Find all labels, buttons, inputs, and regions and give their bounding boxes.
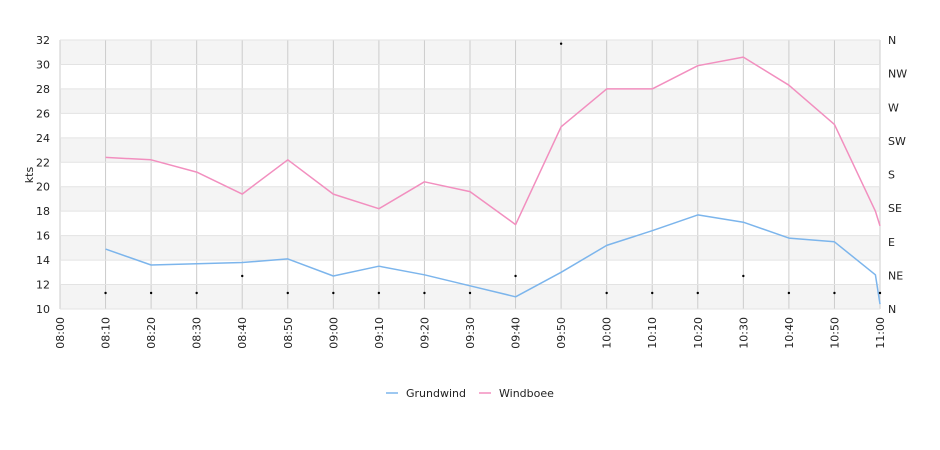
direction-marker — [241, 274, 244, 278]
y-tick-label: 18 — [36, 205, 50, 218]
legend-item-label: Windboee — [499, 387, 554, 400]
x-tick-label: 11:00 — [874, 317, 887, 349]
y-tick-label: 14 — [36, 254, 50, 267]
x-tick-label: 09:00 — [327, 317, 340, 349]
x-tick-label: 09:40 — [510, 317, 523, 349]
direction-marker — [149, 291, 153, 295]
horizontal-gridlines — [60, 39, 880, 310]
direction-marker — [696, 291, 699, 295]
y-tick-label: 26 — [36, 107, 50, 120]
x-tick-label: 08:40 — [236, 317, 249, 349]
y2-tick-label: S — [888, 169, 895, 182]
direction-marker — [742, 274, 745, 278]
y-tick-label: 12 — [36, 279, 50, 292]
y-tick-label: 22 — [36, 156, 50, 169]
x-tick-label: 08:00 — [54, 317, 67, 349]
direction-marker — [332, 291, 335, 295]
y-tick-label: 24 — [36, 132, 50, 145]
direction-marker — [833, 291, 836, 295]
y-axis-label: kts — [23, 167, 36, 184]
legend: Grundwind Windboee — [386, 387, 554, 400]
y2-tick-label: E — [888, 236, 895, 249]
direction-marker — [104, 291, 107, 295]
legend-item-label: Grundwind — [406, 387, 466, 400]
x-tick-label: 10:40 — [783, 317, 796, 349]
direction-markers — [104, 42, 882, 295]
x-tick-label: 09:20 — [418, 317, 431, 349]
direction-marker — [605, 291, 608, 295]
series-line-grundwind — [105, 214, 881, 305]
x-tick-label: 10:20 — [692, 317, 705, 349]
x-tick-label: 10:50 — [828, 317, 841, 349]
y2-tick-label: NW — [888, 68, 907, 81]
y2-tick-label: SW — [888, 135, 906, 148]
x-tick-label: 08:20 — [145, 317, 158, 349]
direction-marker — [559, 42, 563, 45]
direction-marker — [286, 291, 289, 295]
direction-marker — [195, 291, 198, 295]
vertical-gridlines — [59, 40, 881, 309]
x-tick-label: 09:50 — [555, 317, 568, 349]
x-tick-label: 08:50 — [282, 317, 295, 349]
direction-marker — [651, 291, 654, 295]
x-tick-label: 08:10 — [100, 317, 113, 349]
y2-tick-label: N — [888, 34, 896, 47]
x-axis: 08:00 08:10 08:20 08:30 08:40 08:50 09:00 09:10… — [54, 317, 887, 349]
y-axis-right: N NE E SE S SW W NW N — [888, 34, 907, 316]
y-tick-label: 10 — [36, 303, 50, 316]
x-tick-label: 10:00 — [601, 317, 614, 349]
direction-marker — [514, 274, 517, 278]
y-tick-label: 28 — [36, 83, 50, 96]
direction-marker — [423, 291, 426, 295]
direction-marker — [878, 291, 882, 295]
direction-marker — [787, 291, 791, 295]
y-tick-label: 30 — [36, 58, 50, 71]
direction-marker — [468, 291, 472, 295]
x-tick-label: 08:30 — [191, 317, 204, 349]
y2-tick-label: W — [888, 101, 899, 114]
x-tick-label: 09:30 — [464, 317, 477, 349]
y-tick-label: 32 — [36, 34, 50, 47]
series-lines — [105, 56, 881, 305]
y2-tick-label: SE — [888, 202, 902, 215]
y2-tick-label: N — [888, 303, 896, 316]
x-tick-label: 10:10 — [646, 317, 659, 349]
y-axis-left: 10 12 14 16 18 20 22 24 26 28 30 32 — [36, 34, 50, 316]
x-tick-label: 09:10 — [373, 317, 386, 349]
y2-tick-label: NE — [888, 269, 903, 282]
direction-marker — [377, 291, 381, 295]
y-tick-label: 20 — [36, 181, 50, 194]
series-line-windboee — [105, 56, 881, 227]
x-tick-label: 10:30 — [737, 317, 750, 349]
y-tick-label: 16 — [36, 230, 50, 243]
